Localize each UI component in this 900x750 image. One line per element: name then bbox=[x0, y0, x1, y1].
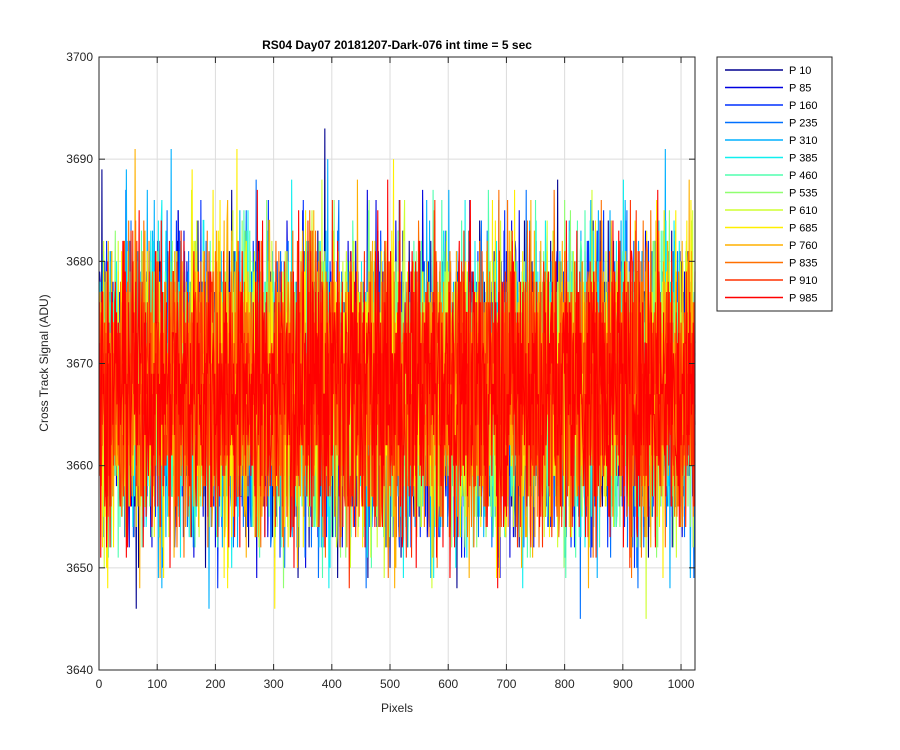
legend-box bbox=[716, 56, 833, 312]
x-axis-label: Pixels bbox=[381, 701, 413, 715]
x-tick-label: 200 bbox=[205, 677, 225, 691]
y-tick-label: 3650 bbox=[66, 561, 93, 575]
legend-label: P 535 bbox=[789, 188, 818, 200]
x-tick-label: 700 bbox=[496, 677, 516, 691]
legend-entry: P 160 bbox=[725, 100, 818, 112]
legend: P 10 P 85 P 160 P 235 P 310 P 385 P 460 P 535 P … bbox=[716, 56, 833, 312]
y-axis-label: Cross Track Signal (ADU) bbox=[37, 294, 51, 431]
x-tick-label: 100 bbox=[147, 677, 167, 691]
series-group bbox=[99, 128, 696, 619]
legend-label: P 385 bbox=[789, 153, 818, 165]
x-tick-label: 900 bbox=[613, 677, 633, 691]
legend-entry: P 85 bbox=[725, 83, 811, 95]
chart-title: RS04 Day07 20181207-Dark-076 int time = … bbox=[262, 38, 532, 52]
y-tick-label: 3640 bbox=[66, 663, 93, 677]
y-tick-label: 3670 bbox=[66, 357, 93, 371]
legend-label: P 160 bbox=[789, 100, 818, 112]
legend-label: P 10 bbox=[789, 65, 811, 77]
x-tick-label: 1000 bbox=[668, 677, 695, 691]
legend-label: P 760 bbox=[789, 240, 818, 252]
legend-label: P 835 bbox=[789, 258, 818, 270]
legend-label: P 85 bbox=[789, 83, 811, 95]
ticks: 0 100 200 300 400 500 600 700 800 900 1000 3640 3650… bbox=[66, 50, 695, 691]
legend-label: P 985 bbox=[789, 293, 818, 305]
y-tick-label: 3700 bbox=[66, 50, 93, 64]
legend-label: P 910 bbox=[789, 275, 818, 287]
legend-entry: P 985 bbox=[725, 293, 818, 305]
legend-entry: P 310 bbox=[725, 135, 818, 147]
legend-entry: P 910 bbox=[725, 275, 818, 287]
legend-entry: P 685 bbox=[725, 223, 818, 235]
legend-label: P 610 bbox=[789, 205, 818, 217]
x-tick-label: 600 bbox=[438, 677, 458, 691]
y-tick-label: 3660 bbox=[66, 459, 93, 473]
y-tick-label: 3690 bbox=[66, 152, 93, 166]
legend-label: P 235 bbox=[789, 118, 818, 130]
legend-entry: P 835 bbox=[725, 258, 818, 270]
legend-label: P 685 bbox=[789, 223, 818, 235]
x-tick-label: 0 bbox=[96, 677, 103, 691]
series-line-p-985 bbox=[99, 179, 696, 589]
legend-entry: P 235 bbox=[725, 118, 818, 130]
legend-entry: P 535 bbox=[725, 188, 818, 200]
x-tick-label: 400 bbox=[322, 677, 342, 691]
legend-entry: P 760 bbox=[725, 240, 818, 252]
legend-entry: P 460 bbox=[725, 170, 818, 182]
x-tick-label: 300 bbox=[264, 677, 284, 691]
x-tick-label: 500 bbox=[380, 677, 400, 691]
legend-entry: P 610 bbox=[725, 205, 818, 217]
legend-entry: P 385 bbox=[725, 153, 818, 165]
x-tick-label: 800 bbox=[555, 677, 575, 691]
y-tick-label: 3680 bbox=[66, 254, 93, 268]
legend-label: P 310 bbox=[789, 135, 818, 147]
legend-entry: P 10 bbox=[725, 65, 811, 77]
legend-label: P 460 bbox=[789, 170, 818, 182]
